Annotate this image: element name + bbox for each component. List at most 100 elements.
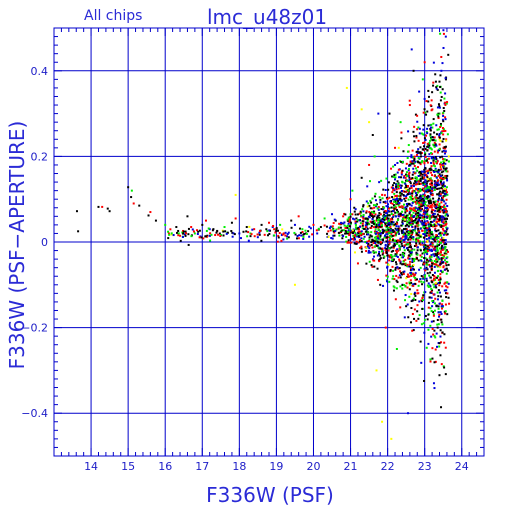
data-point	[424, 224, 427, 227]
data-point	[427, 204, 430, 207]
data-point	[418, 231, 421, 234]
data-point	[422, 294, 425, 297]
data-point	[397, 200, 400, 203]
data-point	[410, 162, 413, 165]
data-point	[445, 243, 448, 246]
data-point	[396, 239, 399, 242]
data-point	[187, 233, 190, 236]
data-point	[428, 229, 431, 232]
data-point	[444, 77, 447, 80]
data-point	[435, 205, 438, 208]
data-point	[379, 257, 382, 260]
data-point	[245, 230, 248, 233]
data-point	[395, 348, 398, 350]
data-point	[359, 234, 362, 237]
data-point	[397, 232, 400, 235]
data-point	[415, 234, 418, 237]
data-point	[434, 222, 437, 225]
data-point	[399, 197, 402, 200]
data-point	[373, 215, 376, 218]
data-point	[377, 206, 380, 209]
data-point	[399, 205, 402, 208]
data-point	[368, 163, 371, 166]
data-point	[420, 259, 423, 262]
data-point	[365, 250, 368, 253]
data-point	[433, 263, 436, 266]
data-point	[423, 194, 426, 197]
data-point	[426, 176, 429, 179]
data-point	[435, 215, 438, 218]
data-point	[432, 311, 435, 314]
data-point	[372, 259, 375, 262]
data-point	[403, 252, 406, 255]
data-point	[440, 163, 443, 166]
data-point	[444, 145, 447, 148]
data-point	[437, 258, 440, 261]
data-point	[442, 218, 445, 221]
data-point	[376, 254, 379, 257]
data-point	[422, 240, 425, 243]
data-point	[414, 176, 417, 179]
data-point	[444, 167, 447, 170]
data-point	[436, 113, 439, 116]
data-point	[422, 189, 425, 192]
data-point	[299, 231, 302, 234]
data-point	[438, 202, 441, 205]
data-point	[444, 312, 447, 315]
data-point	[385, 231, 388, 234]
data-point	[390, 186, 393, 189]
data-point	[401, 283, 404, 286]
data-point	[441, 218, 444, 221]
data-point	[414, 208, 417, 211]
data-point	[360, 176, 363, 179]
data-point	[437, 174, 440, 177]
data-point	[416, 128, 419, 131]
data-point	[380, 208, 383, 211]
data-point	[410, 234, 413, 237]
data-point	[411, 149, 414, 152]
data-point	[366, 205, 369, 208]
data-point	[411, 329, 414, 332]
data-point	[290, 226, 293, 229]
data-point	[431, 213, 434, 216]
data-point	[442, 189, 445, 192]
data-point	[216, 229, 219, 232]
data-point	[377, 112, 380, 115]
data-point	[424, 189, 427, 192]
data-point	[416, 166, 419, 169]
data-point	[439, 253, 442, 256]
data-point	[408, 171, 411, 174]
data-point	[394, 206, 397, 209]
data-point	[234, 217, 237, 220]
data-point	[414, 272, 417, 275]
data-point	[362, 227, 365, 230]
data-point	[408, 163, 411, 166]
data-point	[418, 268, 421, 271]
data-point	[331, 237, 334, 240]
data-point	[442, 257, 445, 260]
data-point	[167, 230, 170, 233]
data-point	[346, 218, 349, 221]
data-point	[388, 232, 391, 235]
data-point	[395, 188, 398, 191]
data-point	[395, 253, 398, 256]
data-point	[400, 173, 403, 176]
data-point	[409, 252, 412, 255]
data-point	[384, 216, 387, 219]
data-point	[224, 230, 227, 233]
data-point	[429, 198, 432, 201]
data-point	[429, 186, 432, 189]
data-point	[424, 179, 427, 182]
data-point	[419, 278, 422, 281]
data-point	[403, 316, 406, 319]
x-tick-label: 14	[84, 460, 98, 473]
data-point	[410, 265, 413, 268]
data-point	[444, 239, 447, 242]
data-point	[400, 190, 403, 193]
data-point	[406, 150, 409, 153]
data-point	[388, 222, 391, 225]
data-point	[373, 155, 376, 158]
data-point	[416, 246, 419, 249]
data-point	[424, 156, 427, 159]
data-point	[422, 148, 425, 151]
